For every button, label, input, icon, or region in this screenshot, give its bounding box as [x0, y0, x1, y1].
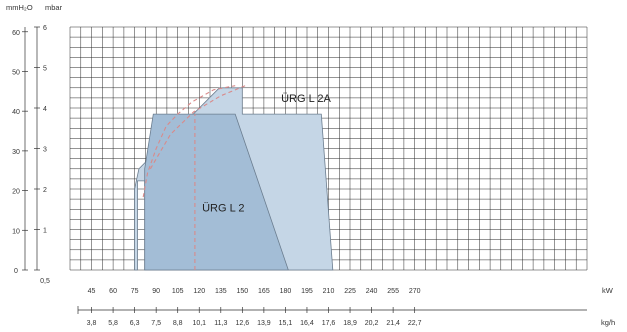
kgh-tick-label: 13,9 [257, 320, 271, 327]
mmh2o-tick-label: 30 [12, 149, 20, 156]
mmh2o-tick-label: 50 [12, 69, 20, 76]
kw-tick-label: 120 [193, 288, 205, 295]
y-right-unit: mbar [45, 3, 63, 12]
kw-tick-label: 135 [215, 288, 227, 295]
kgh-tick-label: 5,8 [108, 320, 118, 327]
mbar-tick-label: 4 [43, 106, 47, 113]
kgh-tick-label: 10,1 [192, 320, 206, 327]
kgh-tick-label: 17,6 [322, 320, 336, 327]
y-left-unit: mmH₂O [6, 3, 33, 12]
mbar-tick-label: 2 [43, 187, 47, 194]
kgh-tick-label: 20,2 [365, 320, 379, 327]
mmh2o-tick-label: 20 [12, 189, 20, 196]
kw-tick-label: 165 [258, 288, 270, 295]
kgh-tick-label: 21,4 [386, 320, 400, 327]
mmh2o-tick-label: 40 [12, 109, 20, 116]
series-label-urg-l-2: ÜRG L 2 [202, 202, 244, 214]
kw-tick-label: 150 [236, 288, 248, 295]
series-area-2 [144, 113, 289, 271]
area-layer: ÜRG L 2A ÜRG L 2 [134, 87, 334, 271]
mmh2o-tick-label: 0 [14, 268, 18, 275]
kgh-tick-label: 12,6 [236, 320, 250, 327]
kgh-tick-label: 6,3 [130, 320, 140, 327]
kw-tick-label: 255 [387, 288, 399, 295]
kw-tick-label: 45 [88, 288, 96, 295]
kw-tick-label: 270 [409, 288, 421, 295]
kw-tick-label: 105 [172, 288, 184, 295]
kw-tick-label: 180 [280, 288, 292, 295]
mmh2o-tick-label: 10 [12, 228, 20, 235]
kgh-tick-label: 3,8 [87, 320, 97, 327]
kgh-tick-label: 11,3 [214, 320, 227, 327]
kgh-tick-label: 8,8 [173, 320, 183, 327]
kgh-tick-label: 22,7 [408, 320, 422, 327]
kw-tick-label: 90 [152, 288, 160, 295]
series-label-urg-l-2a: ÜRG L 2A [281, 93, 331, 105]
x-unit-kw: kW [602, 286, 614, 295]
curve-layer [142, 85, 246, 270]
kw-tick-label: 195 [301, 288, 313, 295]
kw-tick-label: 225 [344, 288, 356, 295]
mbar-tick-label: 1 [43, 228, 47, 235]
dashed-curve-2 [149, 85, 246, 170]
dashed-curve-1 [142, 85, 236, 198]
mbar-tick-label: 6 [43, 25, 47, 32]
kw-tick-label: 75 [131, 288, 139, 295]
kw-tick-label: 240 [366, 288, 378, 295]
kgh-tick-label: 16,4 [300, 320, 314, 327]
kw-tick-label: 210 [323, 288, 335, 295]
mmh2o-tick-label: 60 [12, 30, 20, 37]
kgh-tick-label: 7,5 [151, 320, 161, 327]
mbar-tick-label: 5 [43, 66, 47, 73]
kgh-tick-label: 15,1 [279, 320, 293, 327]
mbar-tick-label: 0,5 [40, 278, 50, 285]
kw-tick-label: 60 [109, 288, 117, 295]
x-unit-kgh: kg/h [601, 318, 615, 327]
mbar-tick-label: 3 [43, 147, 47, 154]
kgh-tick-label: 18,9 [343, 320, 357, 327]
